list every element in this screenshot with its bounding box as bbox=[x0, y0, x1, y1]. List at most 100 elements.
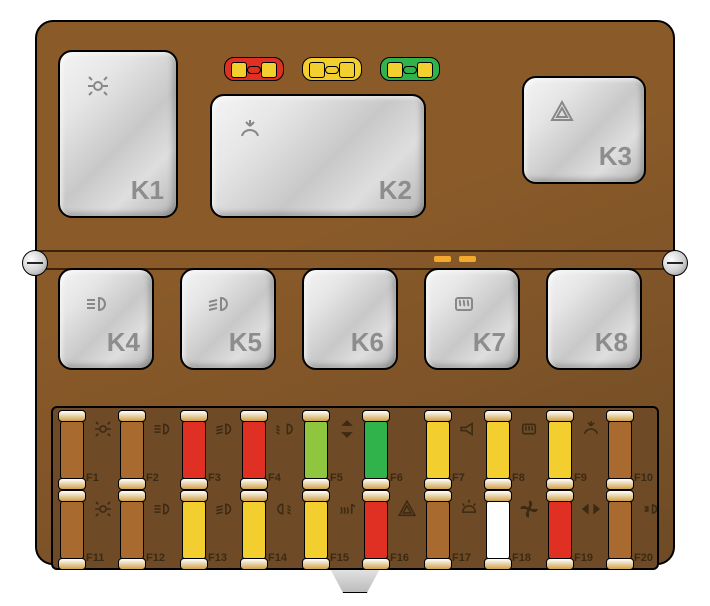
relay-label: K8 bbox=[595, 327, 628, 358]
relay-label: K7 bbox=[473, 327, 506, 358]
relay-label: K1 bbox=[131, 175, 164, 206]
fuse-column bbox=[120, 492, 144, 568]
relay-label: K6 bbox=[351, 327, 384, 358]
fuse-f15: F15 bbox=[330, 492, 364, 568]
panel-screw bbox=[22, 250, 48, 276]
fuse-column bbox=[304, 412, 328, 488]
spare-fuse bbox=[302, 57, 362, 81]
low-beam-icon bbox=[214, 418, 236, 440]
fuse-column bbox=[548, 492, 572, 568]
fuse-label: F11 bbox=[86, 552, 104, 564]
fuse-label: F5 bbox=[330, 472, 343, 484]
fuse-column bbox=[182, 492, 206, 568]
fuse-f16: F16 bbox=[390, 492, 424, 568]
low-beam-icon bbox=[206, 290, 234, 318]
fuse-label: F14 bbox=[268, 552, 287, 564]
fuse-column bbox=[182, 412, 206, 488]
fuse-area: F1 F2 F3 F4 F5 F6 F7 F8 F9 F10 F11 F12 F13 F14 F15 F16 F… bbox=[51, 406, 659, 570]
fuse-f14: F14 bbox=[268, 492, 302, 568]
defrost-sm-icon bbox=[518, 418, 540, 440]
relay-k4: K4 bbox=[58, 268, 154, 370]
fuse-f2: F2 bbox=[146, 412, 180, 488]
fuse-f4: F4 bbox=[268, 412, 302, 488]
fuse-f9: F9 bbox=[574, 412, 608, 488]
park-light-icon bbox=[92, 418, 114, 440]
hazard-icon bbox=[548, 98, 576, 126]
fuse-label: F4 bbox=[268, 472, 281, 484]
fuse-label: F16 bbox=[390, 552, 409, 564]
side-light-icon bbox=[640, 498, 662, 520]
fuse-column bbox=[426, 412, 450, 488]
fuse-label: F10 bbox=[634, 472, 653, 484]
fuse-f11: F11 bbox=[86, 492, 120, 568]
fuse-column bbox=[304, 492, 328, 568]
fuse-f20: F20 bbox=[634, 492, 668, 568]
fuse-column bbox=[60, 492, 84, 568]
relay-k7: K7 bbox=[424, 268, 520, 370]
updown-icon bbox=[336, 418, 358, 440]
fuse-label: F19 bbox=[574, 552, 593, 564]
fuse-label: F1 bbox=[86, 472, 99, 484]
fuse-column bbox=[120, 412, 144, 488]
fuse-column bbox=[242, 492, 266, 568]
relay-k5: K5 bbox=[180, 268, 276, 370]
relay-k1: K1 bbox=[58, 50, 178, 218]
relay-label: K5 bbox=[229, 327, 262, 358]
fuse-f13: F13 bbox=[208, 492, 242, 568]
panel-screw bbox=[662, 250, 688, 276]
fuse-label: F20 bbox=[634, 552, 653, 564]
park-light-icon bbox=[92, 498, 114, 520]
dome-icon bbox=[458, 498, 480, 520]
fuse-f18: F18 bbox=[512, 492, 546, 568]
fuse-label: F3 bbox=[208, 472, 221, 484]
indicators-icon bbox=[580, 498, 602, 520]
fuse-f17: F17 bbox=[452, 492, 486, 568]
panel-divider bbox=[37, 250, 673, 270]
fuse-f8: F8 bbox=[512, 412, 546, 488]
high-beam-icon bbox=[84, 290, 112, 318]
relay-k2: K2 bbox=[210, 94, 426, 218]
fuse-column bbox=[242, 412, 266, 488]
fuse-relay-panel: K1 K2 K3 K4 K5 K6 K7 K8 F1 F2 F3 F4 F5 F6 F7 F8 F9 F10 F11… bbox=[35, 20, 675, 565]
fuse-column bbox=[364, 412, 388, 488]
fuse-label: F9 bbox=[574, 472, 587, 484]
fuse-f10: F10 bbox=[634, 412, 668, 488]
fuse-label: F17 bbox=[452, 552, 471, 564]
fog-rear-icon bbox=[274, 498, 296, 520]
washer-sm-icon bbox=[580, 418, 602, 440]
relay-k6: K6 bbox=[302, 268, 398, 370]
fuse-label: F13 bbox=[208, 552, 227, 564]
fuse-column bbox=[608, 412, 632, 488]
park-light-icon bbox=[84, 72, 112, 100]
fuse-label: F6 bbox=[390, 472, 403, 484]
fuse-f1: F1 bbox=[86, 412, 120, 488]
washer-icon bbox=[236, 116, 264, 144]
relay-k3: K3 bbox=[522, 76, 646, 184]
fuse-column bbox=[364, 492, 388, 568]
spare-fuse bbox=[224, 57, 284, 81]
fuse-f12: F12 bbox=[146, 492, 180, 568]
fuse-f7: F7 bbox=[452, 412, 486, 488]
fog-front-icon bbox=[274, 418, 296, 440]
fuse-label: F2 bbox=[146, 472, 159, 484]
fuse-f5: F5 bbox=[330, 412, 364, 488]
high-beam-icon bbox=[152, 418, 174, 440]
fuse-label: F15 bbox=[330, 552, 349, 564]
defrost-icon bbox=[450, 290, 478, 318]
fuse-label: F8 bbox=[512, 472, 525, 484]
k7-indicator bbox=[434, 256, 476, 262]
fuse-column bbox=[426, 492, 450, 568]
relay-k8: K8 bbox=[546, 268, 642, 370]
relay-label: K3 bbox=[599, 141, 632, 172]
fuse-label: F12 bbox=[146, 552, 165, 564]
relay-label: K2 bbox=[379, 175, 412, 206]
fuse-label: F7 bbox=[452, 472, 465, 484]
spare-fuse bbox=[380, 57, 440, 81]
fuse-column bbox=[486, 492, 510, 568]
fuse-f19: F19 bbox=[574, 492, 608, 568]
fuse-column bbox=[60, 412, 84, 488]
hazard-sm-icon bbox=[396, 498, 418, 520]
low-beam-icon bbox=[214, 498, 236, 520]
relay-label: K4 bbox=[107, 327, 140, 358]
horn-icon bbox=[458, 418, 480, 440]
